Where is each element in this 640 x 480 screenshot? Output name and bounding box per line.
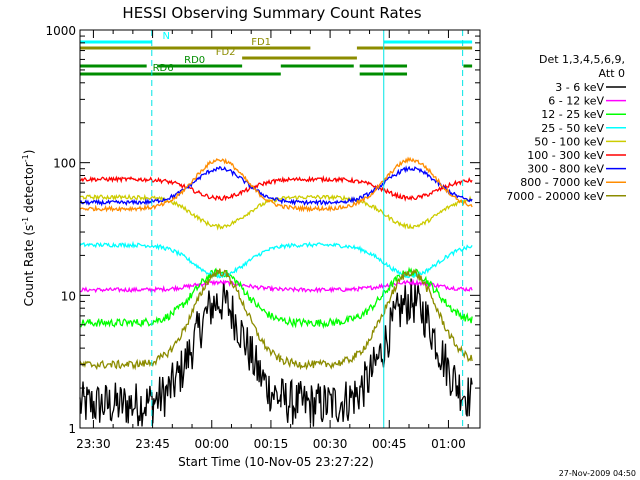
series-2-segment-2 bbox=[356, 266, 473, 324]
series-4-segment-0 bbox=[80, 193, 164, 202]
flag-label-FD1: FD1 bbox=[251, 37, 271, 48]
legend-header-line-2: Att 0 bbox=[599, 67, 625, 80]
series-7-segment-1 bbox=[280, 201, 358, 213]
series-1 bbox=[79, 278, 473, 294]
series-0-segment-1 bbox=[280, 378, 358, 427]
x-tick-label-1: 23:45 bbox=[135, 437, 170, 451]
x-tick-label-0: 23:30 bbox=[76, 437, 111, 451]
series-6-segment-0 bbox=[79, 165, 281, 207]
x-tick-label-6: 01:00 bbox=[431, 437, 466, 451]
series-4 bbox=[80, 193, 473, 231]
y-tick-label-3: 1000 bbox=[45, 24, 76, 38]
legend-header-line-1: Det 1,3,4,5,6,9, bbox=[539, 53, 625, 66]
y-tick-label-0: 1 bbox=[68, 422, 76, 436]
series-1-segment-2 bbox=[356, 278, 473, 293]
plot-frame bbox=[79, 29, 481, 429]
y-axis-label: Count Rate (s-1 detector-1) bbox=[21, 150, 36, 307]
series-3 bbox=[79, 240, 473, 279]
series-0 bbox=[79, 278, 473, 427]
series-4-segment-1 bbox=[161, 196, 282, 231]
x-tick-label-2: 00:00 bbox=[194, 437, 229, 451]
legend-entry-7: 800 - 7000 keV bbox=[520, 176, 604, 189]
series-2-segment-0 bbox=[79, 267, 282, 328]
series-5-segment-1 bbox=[161, 177, 282, 202]
timestamp: 27-Nov-2009 04:50 bbox=[559, 469, 636, 478]
legend-entry-4: 50 - 100 keV bbox=[534, 135, 604, 148]
axes: 23:30 23:45 00:00 00:15 00:30 00:45 01:00 1 10 10… bbox=[45, 24, 480, 451]
series-4-segment-3 bbox=[356, 195, 473, 230]
series-3-segment-3 bbox=[356, 244, 473, 279]
series-5-segment-2 bbox=[280, 174, 358, 184]
legend-entry-2: 12 - 25 keV bbox=[541, 108, 604, 121]
flag-FD1: FD1 bbox=[80, 37, 473, 50]
series-3-segment-2 bbox=[280, 241, 358, 251]
chart-title: HESSI Observing Summary Count Rates bbox=[122, 4, 421, 22]
series-4-segment-2 bbox=[280, 194, 358, 203]
flag-label-RD0: RD0 bbox=[184, 55, 205, 66]
legend-entry-3: 25 - 50 keV bbox=[541, 122, 604, 135]
legend-entry-8: 7000 - 20000 keV bbox=[506, 190, 604, 203]
x-tick-label-3: 00:15 bbox=[254, 437, 289, 451]
series-8-segment-1 bbox=[280, 350, 358, 371]
series-7-segment-2 bbox=[356, 156, 473, 208]
flag-label-N: N bbox=[162, 31, 169, 42]
x-axis-label: Start Time (10-Nov-05 23:27:22) bbox=[178, 455, 374, 469]
series-0-segment-0 bbox=[79, 280, 282, 427]
series-0-segment-2 bbox=[356, 278, 473, 417]
series-2-segment-1 bbox=[280, 314, 358, 330]
series-6-segment-1 bbox=[280, 196, 358, 207]
series-6 bbox=[79, 165, 473, 207]
flag-label-FD2: FD2 bbox=[216, 47, 236, 58]
legend-entry-6: 300 - 800 keV bbox=[527, 163, 604, 176]
series-8-segment-0 bbox=[79, 268, 282, 371]
legend-entry-5: 100 - 300 keV bbox=[527, 149, 604, 162]
series-5-segment-0 bbox=[79, 175, 163, 185]
series-7-segment-0 bbox=[79, 157, 282, 213]
series-1-segment-0 bbox=[79, 279, 282, 294]
series-3-segment-0 bbox=[79, 240, 163, 251]
x-tick-label-5: 00:45 bbox=[372, 437, 407, 451]
series-1-segment-1 bbox=[280, 286, 358, 294]
plot-area bbox=[79, 156, 473, 427]
y-tick-label-2: 100 bbox=[53, 157, 76, 171]
flag-N: N bbox=[80, 31, 473, 44]
series-8 bbox=[79, 268, 473, 371]
series-7 bbox=[79, 156, 473, 213]
flag-label-RD6: RD6 bbox=[153, 63, 174, 74]
x-tick-label-4: 00:30 bbox=[313, 437, 348, 451]
legend-entry-0: 3 - 6 keV bbox=[555, 81, 604, 94]
series-3-segment-1 bbox=[161, 244, 282, 279]
series-8-segment-2 bbox=[356, 268, 473, 363]
flag-bars: N FD1 FD2 RD0 RD6 bbox=[80, 31, 473, 76]
legend-entry-1: 6 - 12 keV bbox=[548, 95, 604, 108]
series-2 bbox=[79, 266, 473, 330]
flag-FD2: FD2 bbox=[216, 47, 357, 60]
y-tick-label-1: 10 bbox=[61, 289, 76, 303]
